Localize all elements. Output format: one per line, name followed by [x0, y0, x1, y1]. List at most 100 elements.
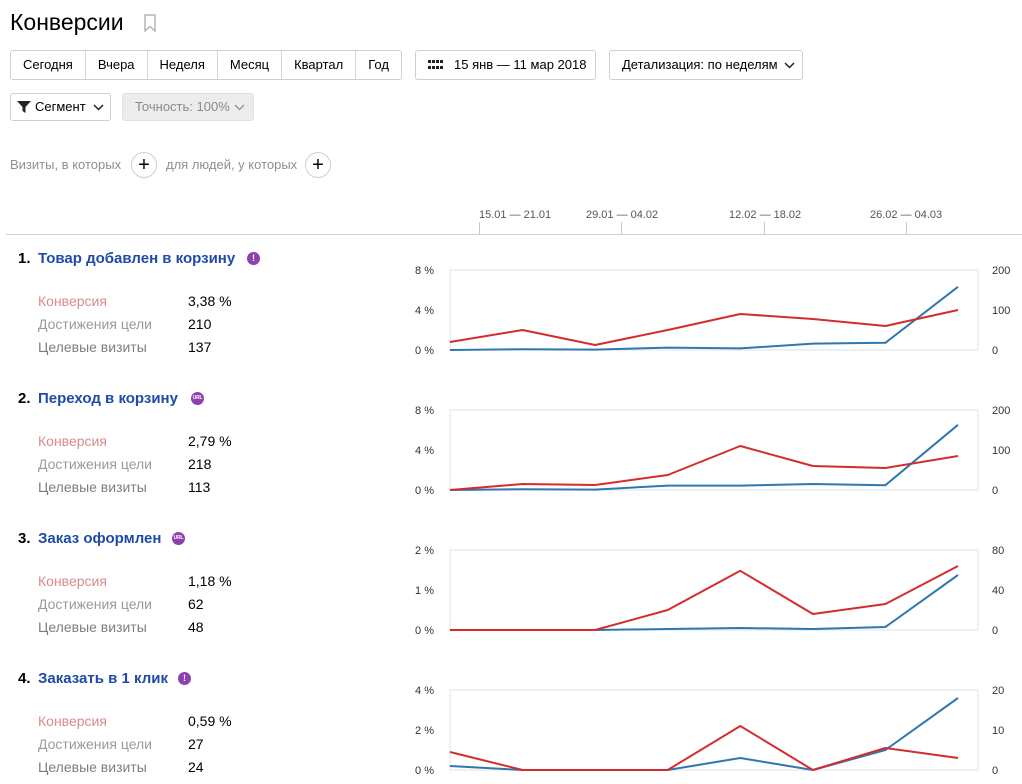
week-label: 15.01 — 21.01	[479, 209, 552, 221]
period-today-button[interactable]: Сегодня	[11, 51, 86, 79]
right-axis-tick-label: 100	[992, 305, 1010, 317]
plus-icon: +	[138, 154, 150, 176]
goal-name-link[interactable]: Заказ оформлен	[38, 530, 162, 547]
visits-label: Целевые визиты	[38, 339, 147, 355]
conversion-series-line	[449, 725, 959, 771]
segment-dropdown[interactable]: Сегмент	[10, 93, 111, 121]
right-axis-tick-label: 200	[992, 265, 1010, 277]
goal-2-chart: 8 % 4 % 0 % 200 100 0	[415, 405, 1010, 497]
right-axis-tick-label: 10	[992, 725, 1004, 737]
page-title: Конверсии	[10, 9, 124, 35]
filter-icon	[17, 101, 31, 113]
visits-value: 24	[188, 759, 204, 775]
right-axis-tick-label: 200	[992, 405, 1010, 417]
left-axis-tick-label: 4 %	[415, 685, 434, 697]
left-axis-tick-label: 2 %	[415, 725, 434, 737]
people-filter-label: для людей, у которых	[166, 157, 298, 172]
left-axis-tick-label: 4 %	[415, 445, 434, 457]
goal-number: 4.	[18, 670, 31, 687]
week-label: 29.01 — 04.02	[586, 209, 659, 221]
conversion-series-line	[449, 445, 959, 491]
chevron-down-icon	[784, 61, 795, 69]
exclamation-icon: !	[178, 672, 191, 685]
chart-frame	[449, 549, 979, 631]
visits-value: 113	[188, 479, 211, 495]
visits-label: Целевые визиты	[38, 759, 147, 775]
left-axis-tick-label: 0 %	[415, 485, 434, 497]
left-axis-tick-label: 1 %	[415, 585, 434, 597]
conversion-label: Конверсия	[38, 433, 107, 449]
goal-4-chart: 4 % 2 % 0 % 20 10 0	[415, 685, 1004, 777]
achievements-label: Достижения цели	[38, 736, 153, 752]
chevron-down-icon	[234, 103, 245, 111]
left-axis-tick-label: 8 %	[415, 405, 434, 417]
goal-name-link[interactable]: Заказать в 1 клик	[38, 670, 168, 687]
period-year-button[interactable]: Год	[356, 51, 401, 79]
week-tick	[764, 222, 765, 234]
visits-series-line	[449, 286, 959, 351]
conversion-value: 1,18 %	[188, 573, 232, 589]
goal-number: 1.	[18, 250, 31, 267]
chart-frame	[449, 689, 979, 771]
conversion-value: 3,38 %	[188, 293, 232, 309]
detail-label: Детализация: по неделям	[622, 57, 778, 72]
visits-label: Целевые визиты	[38, 619, 147, 635]
period-week-button[interactable]: Неделя	[147, 51, 218, 79]
right-axis-tick-label: 0	[992, 765, 998, 777]
accuracy-dropdown[interactable]: Точность: 100%	[122, 93, 254, 121]
achievements-value: 27	[188, 736, 204, 752]
visits-value: 137	[188, 339, 212, 355]
right-axis-tick-label: 0	[992, 485, 998, 497]
period-month-button[interactable]: Месяц	[217, 51, 283, 79]
add-visits-condition-button[interactable]: +	[131, 152, 157, 178]
date-range-button[interactable]: 15 янв — 11 мар 2018	[415, 50, 596, 80]
conversion-label: Конверсия	[38, 713, 107, 729]
add-people-condition-button[interactable]: +	[305, 152, 331, 178]
period-quarter-button[interactable]: Квартал	[282, 51, 357, 79]
week-tick	[621, 222, 622, 234]
url-icon: URL	[172, 532, 185, 545]
achievements-value: 62	[188, 596, 204, 612]
right-axis-tick-label: 20	[992, 685, 1004, 697]
goal-name-link[interactable]: Переход в корзину	[38, 390, 178, 407]
week-label: 12.02 — 18.02	[729, 209, 802, 221]
goal-name-link[interactable]: Товар добавлен в корзину	[38, 250, 236, 267]
accuracy-label: Точность: 100%	[135, 99, 230, 114]
right-axis-tick-label: 100	[992, 445, 1010, 457]
right-axis-tick-label: 0	[992, 345, 998, 357]
left-axis-tick-label: 8 %	[415, 265, 434, 277]
visits-series-line	[450, 574, 959, 631]
achievements-value: 210	[188, 316, 212, 332]
week-tick	[479, 222, 480, 234]
achievements-label: Достижения цели	[38, 456, 153, 472]
right-axis-tick-label: 0	[992, 625, 998, 637]
conversion-value: 2,79 %	[188, 433, 232, 449]
achievements-value: 218	[188, 456, 212, 472]
calendar-grid-icon	[428, 60, 443, 69]
visits-series-line	[449, 697, 959, 771]
right-axis-tick-label: 80	[992, 545, 1004, 557]
left-axis-tick-label: 2 %	[415, 545, 434, 557]
conversion-value: 0,59 %	[188, 713, 232, 729]
chart-frame	[449, 409, 979, 491]
conversion-series-line	[449, 309, 959, 346]
left-axis-tick-label: 0 %	[415, 765, 434, 777]
achievements-label: Достижения цели	[38, 596, 153, 612]
visits-label: Целевые визиты	[38, 479, 147, 495]
right-axis-tick-label: 40	[992, 585, 1004, 597]
exclamation-icon: !	[247, 252, 260, 265]
left-axis-tick-label: 4 %	[415, 305, 434, 317]
visits-filter-label: Визиты, в которых	[10, 157, 122, 172]
left-axis-tick-label: 0 %	[415, 625, 434, 637]
url-icon: URL	[191, 392, 204, 405]
goal-number: 3.	[18, 530, 31, 547]
date-range-label: 15 янв — 11 мар 2018	[454, 57, 587, 72]
visits-value: 48	[188, 619, 204, 635]
chevron-down-icon	[93, 103, 104, 111]
period-selector: Сегодня Вчера Неделя Месяц Квартал Год	[10, 50, 402, 80]
detail-dropdown[interactable]: Детализация: по неделям	[609, 50, 803, 80]
goal-3-chart: 2 % 1 % 0 % 80 40 0	[415, 545, 1004, 637]
bookmark-icon[interactable]	[143, 14, 157, 32]
chart-frame	[449, 269, 979, 351]
period-yesterday-button[interactable]: Вчера	[85, 51, 148, 79]
